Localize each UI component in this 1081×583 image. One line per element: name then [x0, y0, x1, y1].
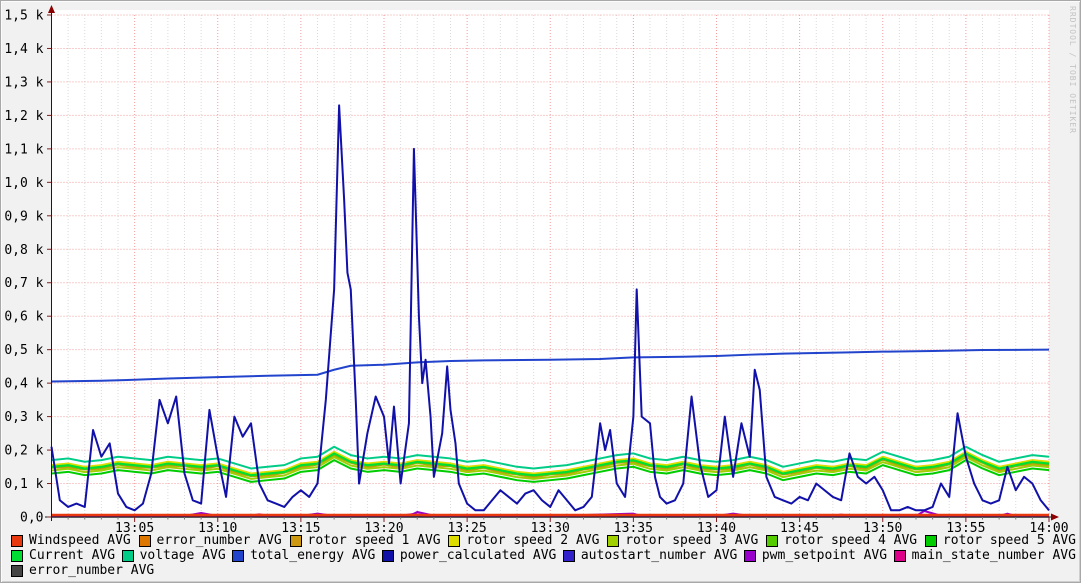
rrdtool-watermark: RRDTOOL / TOBI OETIKER	[1068, 6, 1077, 134]
legend-item-rotor-speed-2: rotor speed 2 AVG	[448, 533, 599, 548]
y-tick-label: 0,0	[20, 511, 43, 526]
x-tick-label: 13:45	[780, 521, 819, 533]
legend-swatch-rotor-speed-3	[607, 534, 620, 547]
legend-label-main-state-number: main_state_number AVG	[911, 548, 1076, 563]
legend-label-current: Current AVG	[29, 548, 116, 563]
legend-label-error-number-2: error_number AVG	[29, 563, 155, 578]
legend-item-autostart-number: autostart_number AVG	[562, 548, 738, 563]
legend-item-power-calculated: power_calculated AVG	[381, 548, 557, 563]
legend-row-1: Windspeed AVG error_number AVG rotor spe…	[1, 533, 1080, 548]
y-tick-label: 0,9 k	[4, 209, 43, 224]
series-rotor_speed_2	[51, 450, 1050, 475]
legend-swatch-rotor-speed-1	[289, 534, 302, 547]
x-tick-label: 13:05	[115, 521, 154, 533]
y-tick-label: 1,1 k	[4, 142, 43, 157]
legend-swatch-error-number	[138, 534, 151, 547]
x-tick-label: 13:30	[531, 521, 570, 533]
legend-item-rotor-speed-3: rotor speed 3 AVG	[607, 533, 758, 548]
y-axis-arrow-icon	[48, 5, 55, 13]
legend-label-voltage: voltage AVG	[139, 548, 226, 563]
y-tick-label: 0,8 k	[4, 243, 43, 258]
y-tick-label: 1,2 k	[4, 109, 43, 124]
series-rotor_speed_5	[51, 459, 1050, 483]
legend-label-rotor-speed-2: rotor speed 2 AVG	[466, 533, 600, 548]
x-tick-label: 13:40	[697, 521, 736, 533]
series-total_energy	[51, 348, 1050, 383]
x-tick-label: 13:10	[198, 521, 237, 533]
legend-swatch-voltage	[121, 549, 134, 562]
legend-item-current: Current AVG	[11, 548, 115, 563]
legend-item-main-state-number: main_state_number AVG	[893, 548, 1076, 563]
y-tick-label: 0,1 k	[4, 477, 43, 492]
legend-swatch-error-number-2	[11, 564, 23, 577]
legend-item-total-energy: total_energy AVG	[232, 548, 375, 563]
legend-label-error-number: error_number AVG	[156, 533, 282, 548]
legend: Windspeed AVG error_number AVG rotor spe…	[1, 533, 1080, 578]
legend-label-rotor-speed-5: rotor speed 5 AVG	[942, 533, 1076, 548]
y-tick-label: 0,2 k	[4, 444, 43, 459]
series-rotor_speed_3	[51, 456, 1050, 480]
legend-label-rotor-speed-1: rotor speed 1 AVG	[307, 533, 441, 548]
legend-label-pwm-setpoint: pwm_setpoint AVG	[761, 548, 888, 563]
x-axis-arrow-icon	[1051, 513, 1059, 521]
x-tick-label: 13:50	[863, 521, 902, 533]
y-tick-label: 1,4 k	[4, 42, 43, 57]
x-tick-label: 13:15	[281, 521, 320, 533]
legend-swatch-main-state-number	[893, 549, 906, 562]
x-tick-label: 13:25	[448, 521, 487, 533]
legend-label-total-energy: total_energy AVG	[250, 548, 376, 563]
y-tick-label: 0,3 k	[4, 410, 43, 425]
legend-swatch-rotor-speed-2	[448, 534, 461, 547]
legend-label-rotor-speed-4: rotor speed 4 AVG	[784, 533, 918, 548]
legend-label-rotor-speed-3: rotor speed 3 AVG	[625, 533, 759, 548]
legend-swatch-rotor-speed-4	[766, 534, 779, 547]
legend-item-error-number: error_number AVG	[138, 533, 282, 548]
x-tick-label: 14:00	[1029, 521, 1068, 533]
legend-swatch-total-energy	[232, 549, 245, 562]
y-tick-label: 0,5 k	[4, 343, 43, 358]
chart-canvas: 13:05 13:10 13:15 13:20 13:25 13:30 13:35 13:40…	[4, 5, 1069, 533]
legend-item-windspeed: Windspeed AVG	[11, 533, 131, 548]
legend-swatch-current	[11, 549, 23, 562]
legend-label-windspeed: Windspeed AVG	[29, 533, 131, 548]
y-tick-label: 0,7 k	[4, 276, 43, 291]
legend-label-autostart-number: autostart_number AVG	[580, 548, 738, 563]
legend-item-rotor-speed-4: rotor speed 4 AVG	[766, 533, 917, 548]
plot-area	[51, 10, 1049, 517]
legend-swatch-power-calculated	[381, 549, 394, 562]
legend-row-3: error_number AVG	[1, 563, 1080, 578]
y-tick-label: 1,5 k	[4, 9, 43, 24]
x-tick-label: 13:20	[364, 521, 403, 533]
y-tick-label: 1,3 k	[4, 75, 43, 90]
x-tick-label: 13:55	[946, 521, 985, 533]
legend-row-2: Current AVG voltage AVG total_energy AVG…	[1, 548, 1080, 563]
y-tick-label: 0,6 k	[4, 310, 43, 325]
legend-item-rotor-speed-5: rotor speed 5 AVG	[924, 533, 1076, 548]
series-Current	[51, 452, 1050, 477]
legend-swatch-windspeed	[11, 534, 23, 547]
series-power_calculated	[50, 104, 1050, 512]
legend-label-power-calculated: power_calculated AVG	[399, 548, 557, 563]
legend-item-error-number-2: error_number AVG	[11, 563, 154, 578]
legend-item-rotor-speed-1: rotor speed 1 AVG	[289, 533, 441, 548]
legend-swatch-rotor-speed-5	[924, 534, 937, 547]
y-tick-label: 0,4 k	[4, 377, 43, 392]
legend-item-voltage: voltage AVG	[121, 548, 226, 563]
legend-swatch-autostart-number	[562, 549, 575, 562]
x-tick-label: 13:35	[614, 521, 653, 533]
legend-swatch-pwm-setpoint	[743, 549, 756, 562]
y-tick-label: 1,0 k	[4, 176, 43, 191]
legend-item-pwm-setpoint: pwm_setpoint AVG	[743, 548, 888, 563]
